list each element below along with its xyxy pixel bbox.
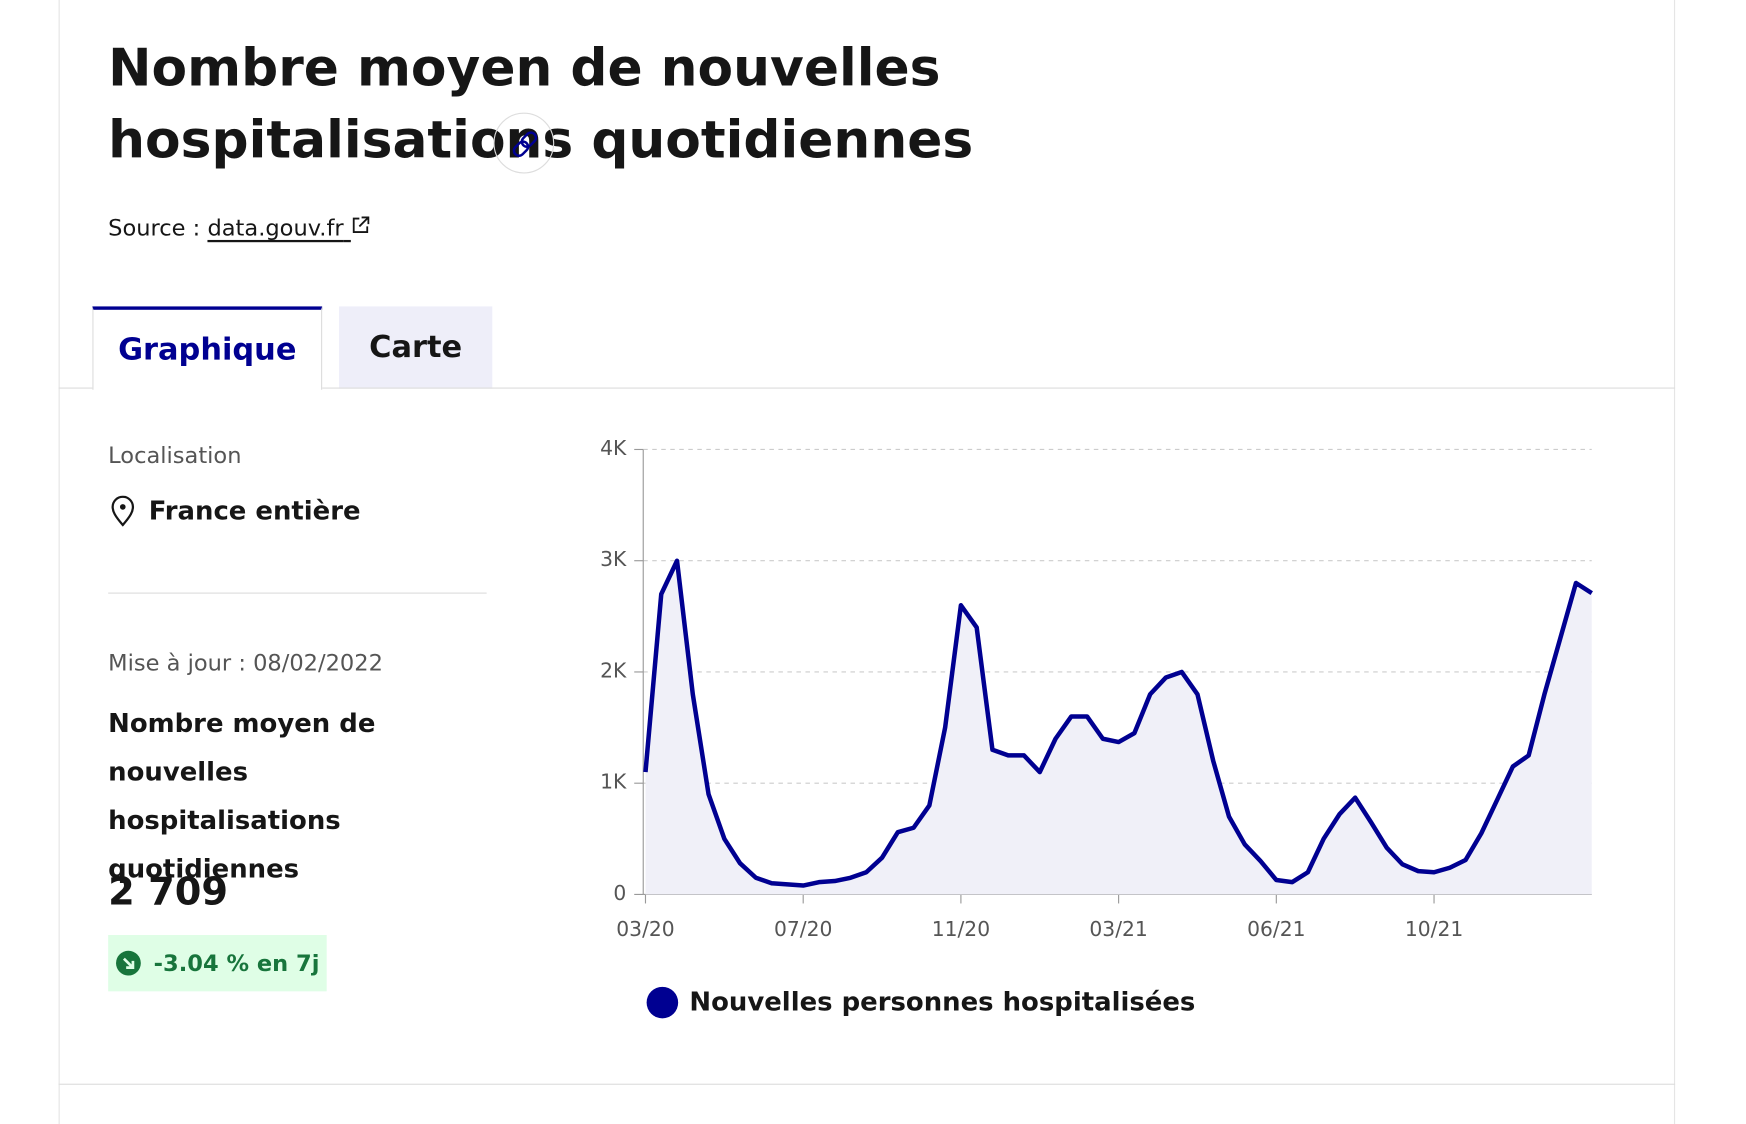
change-text: -3.04 % en 7j (153, 949, 320, 977)
x-tick-label: 11/20 (932, 917, 990, 941)
x-tick-label: 06/21 (1247, 917, 1305, 941)
tab[interactable]: Graphique (92, 306, 323, 390)
location-text: France entière (148, 496, 361, 527)
indicator-title: Nombre moyen de nouvelles hospitalisatio… (108, 709, 376, 885)
updated: Mise à jour : 08/02/2022 (108, 648, 383, 676)
area (645, 560, 1592, 895)
divider (58, 1083, 1676, 1085)
x-tick-label: 03/21 (1089, 917, 1147, 941)
indicator-value: 2 709 (108, 869, 229, 915)
card (58, 0, 1676, 1124)
source-link[interactable]: data.gouv.fr (207, 214, 371, 241)
location-label: Localisation (108, 441, 242, 469)
x-tick-label: 03/20 (616, 917, 674, 941)
legend: Nouvelles personnes hospitalisées (646, 986, 1196, 1019)
y-tick-label: 1K (600, 770, 627, 794)
link-button[interactable] (493, 112, 555, 174)
link-icon (512, 131, 538, 157)
source: Source : data.gouv.fr (108, 214, 371, 241)
y-tick-label: 3K (600, 547, 627, 571)
source-link-text: data.gouv.fr (207, 214, 344, 242)
x-tick-label: 07/20 (774, 917, 832, 941)
location: France entière (108, 495, 361, 528)
title: Nombre moyen de nouvelles hospitalisatio… (108, 37, 974, 171)
external-icon (353, 216, 370, 233)
y-tick-label: 0 (613, 881, 626, 905)
down-icon (116, 950, 142, 976)
divider (108, 592, 487, 594)
change-badge: -3.04 % en 7j (108, 934, 327, 992)
legend-swatch (646, 986, 679, 1019)
legend-label: Nouvelles personnes hospitalisées (689, 987, 1196, 1018)
divider (58, 387, 1676, 389)
pin-icon (111, 495, 135, 527)
source-label: Source : (108, 214, 201, 242)
tab[interactable]: Carte (339, 306, 493, 389)
y-tick-label: 4K (600, 436, 627, 460)
x-tick-label: 10/21 (1405, 917, 1463, 941)
line (643, 558, 1593, 888)
y-tick-label: 2K (600, 658, 627, 682)
